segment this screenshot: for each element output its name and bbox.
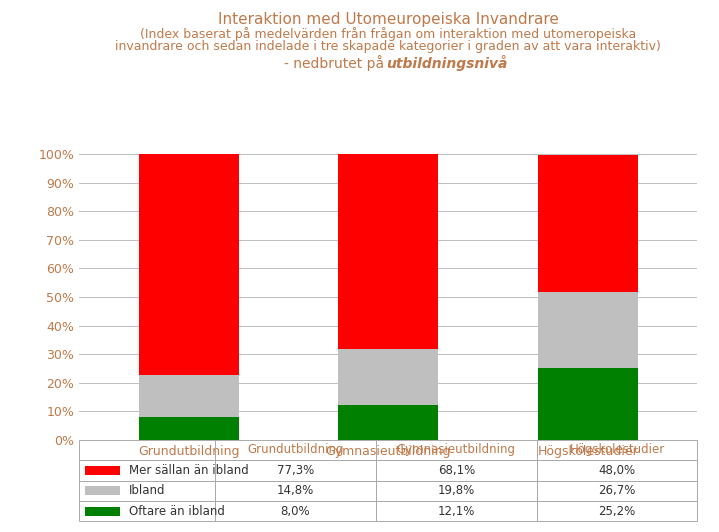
Bar bbox=[538, 368, 638, 440]
Bar bbox=[139, 417, 239, 440]
Bar bbox=[339, 405, 438, 440]
Text: 12,1%: 12,1% bbox=[438, 505, 475, 518]
Text: Mer sällan än ibland: Mer sällan än ibland bbox=[129, 464, 249, 477]
Bar bbox=[536, 501, 697, 521]
Bar bbox=[79, 440, 215, 460]
Text: Interaktion med Utomeuropeiska Invandrare: Interaktion med Utomeuropeiska Invandrar… bbox=[218, 12, 559, 27]
Bar bbox=[339, 154, 438, 348]
Text: 14,8%: 14,8% bbox=[277, 484, 314, 497]
Bar bbox=[79, 460, 215, 480]
Text: 8,0%: 8,0% bbox=[280, 505, 311, 518]
Bar bbox=[538, 155, 638, 292]
Text: 25,2%: 25,2% bbox=[598, 505, 636, 518]
Bar bbox=[215, 460, 376, 480]
Text: (Index baserat på medelvärden från frågan om interaktion med utomeropeiska: (Index baserat på medelvärden från fråga… bbox=[140, 27, 636, 40]
Text: 77,3%: 77,3% bbox=[277, 464, 314, 477]
Bar bbox=[86, 466, 120, 475]
Bar bbox=[215, 501, 376, 521]
Text: Grundutbildning: Grundutbildning bbox=[247, 444, 344, 456]
Bar bbox=[376, 440, 536, 460]
Text: invandrare och sedan indelade i tre skapade kategorier i graden av att vara inte: invandrare och sedan indelade i tre skap… bbox=[115, 40, 661, 53]
Bar bbox=[536, 480, 697, 501]
Bar bbox=[86, 506, 120, 516]
Bar bbox=[139, 375, 239, 417]
Text: 19,8%: 19,8% bbox=[438, 484, 475, 497]
Bar bbox=[376, 460, 536, 480]
Text: Högskolestudier: Högskolestudier bbox=[569, 444, 664, 456]
Bar bbox=[215, 440, 376, 460]
Text: 48,0%: 48,0% bbox=[598, 464, 636, 477]
Text: Oftare än ibland: Oftare än ibland bbox=[129, 505, 225, 518]
Bar bbox=[139, 154, 239, 375]
Text: 68,1%: 68,1% bbox=[438, 464, 475, 477]
Bar bbox=[376, 501, 536, 521]
Text: Ibland: Ibland bbox=[129, 484, 166, 497]
Text: - nedbrutet på: - nedbrutet på bbox=[284, 55, 388, 71]
Text: Gymnasieutbildning: Gymnasieutbildning bbox=[397, 444, 516, 456]
Bar bbox=[376, 480, 536, 501]
Bar bbox=[86, 486, 120, 495]
Bar bbox=[538, 292, 638, 368]
Text: 26,7%: 26,7% bbox=[598, 484, 636, 497]
Bar bbox=[215, 480, 376, 501]
Bar bbox=[536, 460, 697, 480]
Bar bbox=[536, 440, 697, 460]
Text: utbildningsnivå: utbildningsnivå bbox=[386, 55, 508, 71]
Bar bbox=[79, 501, 215, 521]
Bar bbox=[339, 348, 438, 405]
Bar bbox=[79, 480, 215, 501]
